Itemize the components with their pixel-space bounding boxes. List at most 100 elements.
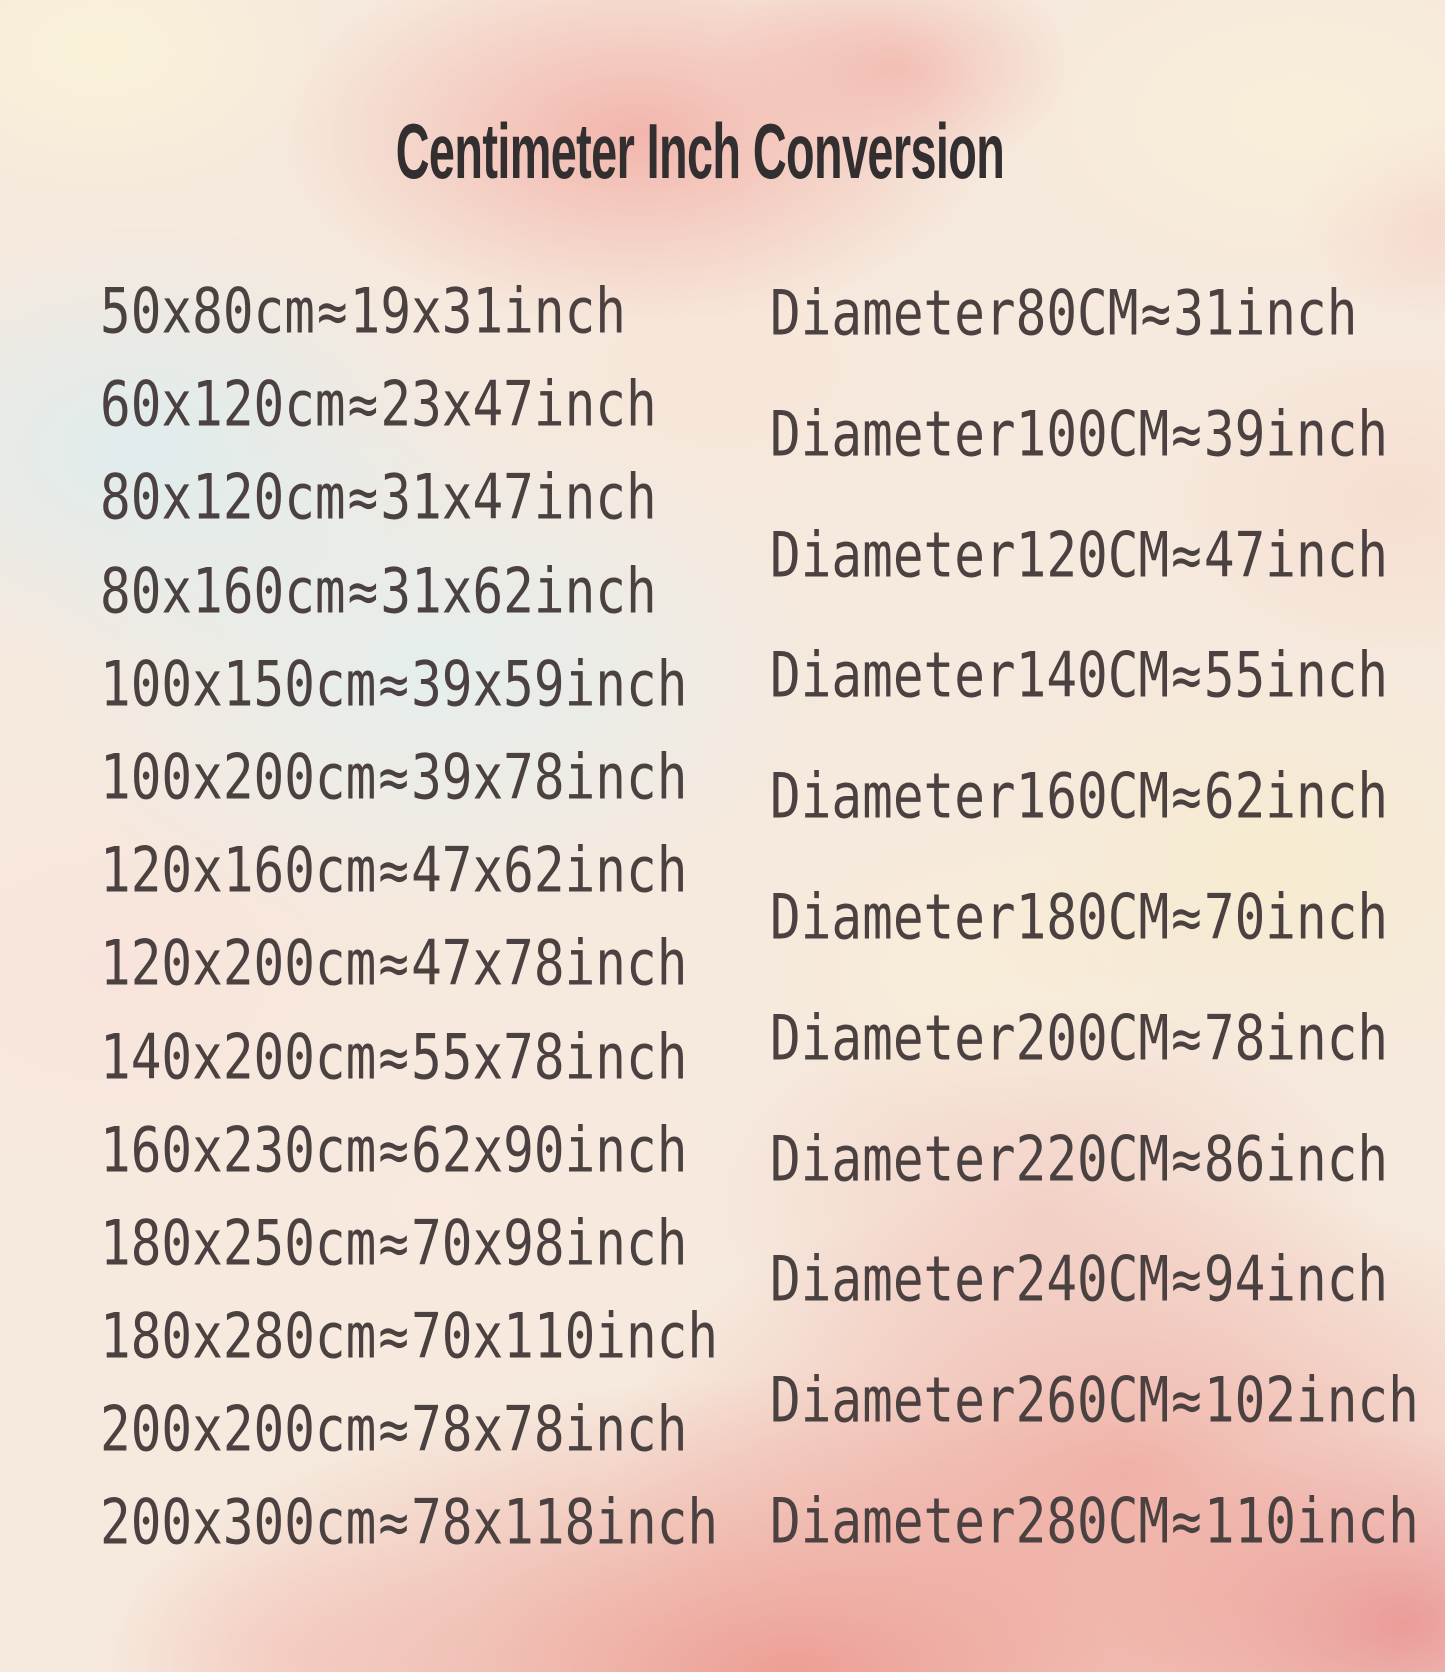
size-inch: 47x62inch xyxy=(411,835,688,908)
size-cm: Diameter220CM xyxy=(770,1123,1170,1196)
size-inch: 78x78inch xyxy=(411,1394,688,1467)
size-conversion-row: 60x120cm ≈23x47inch xyxy=(100,349,718,463)
size-conversion-row: 200x200cm ≈78x78inch xyxy=(100,1374,718,1488)
page-title: Centimeter Inch Conversion xyxy=(395,107,1005,195)
size-inch: 62inch xyxy=(1203,761,1389,834)
size-cm: Diameter160CM xyxy=(770,761,1170,834)
size-conversion-row: 80x160cm ≈31x62inch xyxy=(100,535,718,649)
approx-symbol: ≈ xyxy=(378,1301,410,1374)
approx-symbol: ≈ xyxy=(1171,882,1202,955)
approx-symbol: ≈ xyxy=(1171,761,1202,834)
size-cm: Diameter80CM xyxy=(770,278,1139,351)
size-conversion-row: 180x280cm ≈70x110inch xyxy=(100,1281,718,1395)
approx-symbol: ≈ xyxy=(347,462,379,535)
size-inch: 110inch xyxy=(1203,1486,1419,1559)
approx-symbol: ≈ xyxy=(1171,1123,1202,1196)
approx-symbol: ≈ xyxy=(378,835,410,908)
approx-symbol: ≈ xyxy=(1140,278,1172,351)
size-inch: 70inch xyxy=(1203,882,1389,955)
size-cm: 160x230cm xyxy=(100,1115,377,1188)
size-conversion-row: Diameter240CM ≈94inch xyxy=(770,1207,1419,1354)
size-conversion-row: 100x150cm ≈39x59inch xyxy=(100,628,718,742)
size-conversion-row: Diameter260CM ≈102inch xyxy=(770,1328,1419,1475)
size-cm: 100x150cm xyxy=(100,649,377,722)
approx-symbol: ≈ xyxy=(1171,399,1202,472)
size-cm: Diameter180CM xyxy=(770,882,1170,955)
round-diameter-sizes-column: Diameter80CM ≈31inch Diameter100CM ≈39inch… xyxy=(770,254,1419,1583)
approx-symbol: ≈ xyxy=(378,1208,410,1281)
size-conversion-row: 100x200cm ≈39x78inch xyxy=(100,722,718,836)
size-inch: 23x47inch xyxy=(380,369,657,442)
size-conversion-row: Diameter280CM ≈110inch xyxy=(770,1449,1419,1596)
size-cm: Diameter200CM xyxy=(770,1003,1170,1076)
approx-symbol: ≈ xyxy=(378,742,410,815)
size-inch: 94inch xyxy=(1203,1244,1389,1317)
approx-symbol: ≈ xyxy=(1171,1244,1202,1317)
size-conversion-row: 200x300cm ≈78x118inch xyxy=(100,1467,718,1581)
size-cm: Diameter120CM xyxy=(770,519,1170,592)
size-conversion-row: 140x200cm ≈55x78inch xyxy=(100,1001,718,1115)
approx-symbol: ≈ xyxy=(347,556,379,629)
approx-symbol: ≈ xyxy=(1171,1003,1202,1076)
size-inch: 102inch xyxy=(1203,1365,1419,1438)
size-cm: 140x200cm xyxy=(100,1022,377,1095)
size-inch: 55inch xyxy=(1203,640,1389,713)
size-inch: 62x90inch xyxy=(411,1115,688,1188)
size-conversion-row: Diameter100CM ≈39inch xyxy=(770,362,1419,509)
size-inch: 47x78inch xyxy=(411,928,688,1001)
approx-symbol: ≈ xyxy=(347,369,379,442)
size-inch: 70x98inch xyxy=(411,1208,688,1281)
approx-symbol: ≈ xyxy=(1171,640,1202,713)
size-inch: 39x59inch xyxy=(411,649,688,722)
size-cm: 120x200cm xyxy=(100,928,377,1001)
size-cm: 80x120cm xyxy=(100,462,346,535)
size-conversion-row: Diameter160CM ≈62inch xyxy=(770,724,1419,871)
size-cm: 200x200cm xyxy=(100,1394,377,1467)
size-inch: 31x62inch xyxy=(380,556,657,629)
size-conversion-row: 120x200cm ≈47x78inch xyxy=(100,908,718,1022)
size-conversion-row: Diameter120CM ≈47inch xyxy=(770,482,1419,629)
approx-symbol: ≈ xyxy=(1171,1486,1202,1559)
size-conversion-row: Diameter200CM ≈78inch xyxy=(770,965,1419,1112)
approx-symbol: ≈ xyxy=(1171,519,1202,592)
approx-symbol: ≈ xyxy=(1171,1365,1202,1438)
size-cm: 120x160cm xyxy=(100,835,377,908)
size-cm: 60x120cm xyxy=(100,369,346,442)
size-inch: 70x110inch xyxy=(411,1301,719,1374)
size-inch: 39x78inch xyxy=(411,742,688,815)
size-cm: 80x160cm xyxy=(100,556,346,629)
size-inch: 19x31inch xyxy=(349,276,626,349)
size-cm: 180x250cm xyxy=(100,1208,377,1281)
size-conversion-row: 120x160cm ≈47x62inch xyxy=(100,815,718,929)
size-cm: 200x300cm xyxy=(100,1488,377,1561)
size-conversion-row: Diameter140CM ≈55inch xyxy=(770,603,1419,750)
size-cm: Diameter140CM xyxy=(770,640,1170,713)
size-conversion-row: 80x120cm ≈31x47inch xyxy=(100,442,718,556)
size-inch: 55x78inch xyxy=(411,1022,688,1095)
size-inch: 31inch xyxy=(1173,278,1358,351)
size-inch: 78inch xyxy=(1203,1003,1389,1076)
rectangular-sizes-column: 50x80cm ≈19x31inch 60x120cm ≈23x47inch 80x… xyxy=(100,266,718,1571)
size-inch: 86inch xyxy=(1203,1123,1389,1196)
size-conversion-row: 180x250cm ≈70x98inch xyxy=(100,1188,718,1302)
approx-symbol: ≈ xyxy=(378,1022,410,1095)
size-inch: 47inch xyxy=(1203,519,1389,592)
approx-symbol: ≈ xyxy=(378,1488,410,1561)
approx-symbol: ≈ xyxy=(378,1115,410,1188)
approx-symbol: ≈ xyxy=(378,1394,410,1467)
size-conversion-row: 50x80cm ≈19x31inch xyxy=(100,256,718,370)
approx-symbol: ≈ xyxy=(378,928,410,1001)
approx-symbol: ≈ xyxy=(378,649,410,722)
size-cm: Diameter280CM xyxy=(770,1486,1170,1559)
size-inch: 78x118inch xyxy=(411,1488,719,1561)
size-inch: 31x47inch xyxy=(380,462,657,535)
size-cm: Diameter100CM xyxy=(770,399,1170,472)
size-cm: Diameter240CM xyxy=(770,1244,1170,1317)
size-conversion-row: Diameter220CM ≈86inch xyxy=(770,1086,1419,1233)
size-cm: 100x200cm xyxy=(100,742,377,815)
size-conversion-row: 160x230cm ≈62x90inch xyxy=(100,1094,718,1208)
size-cm: 50x80cm xyxy=(100,276,315,349)
size-conversion-row: Diameter80CM ≈31inch xyxy=(770,241,1419,388)
size-cm: 180x280cm xyxy=(100,1301,377,1374)
